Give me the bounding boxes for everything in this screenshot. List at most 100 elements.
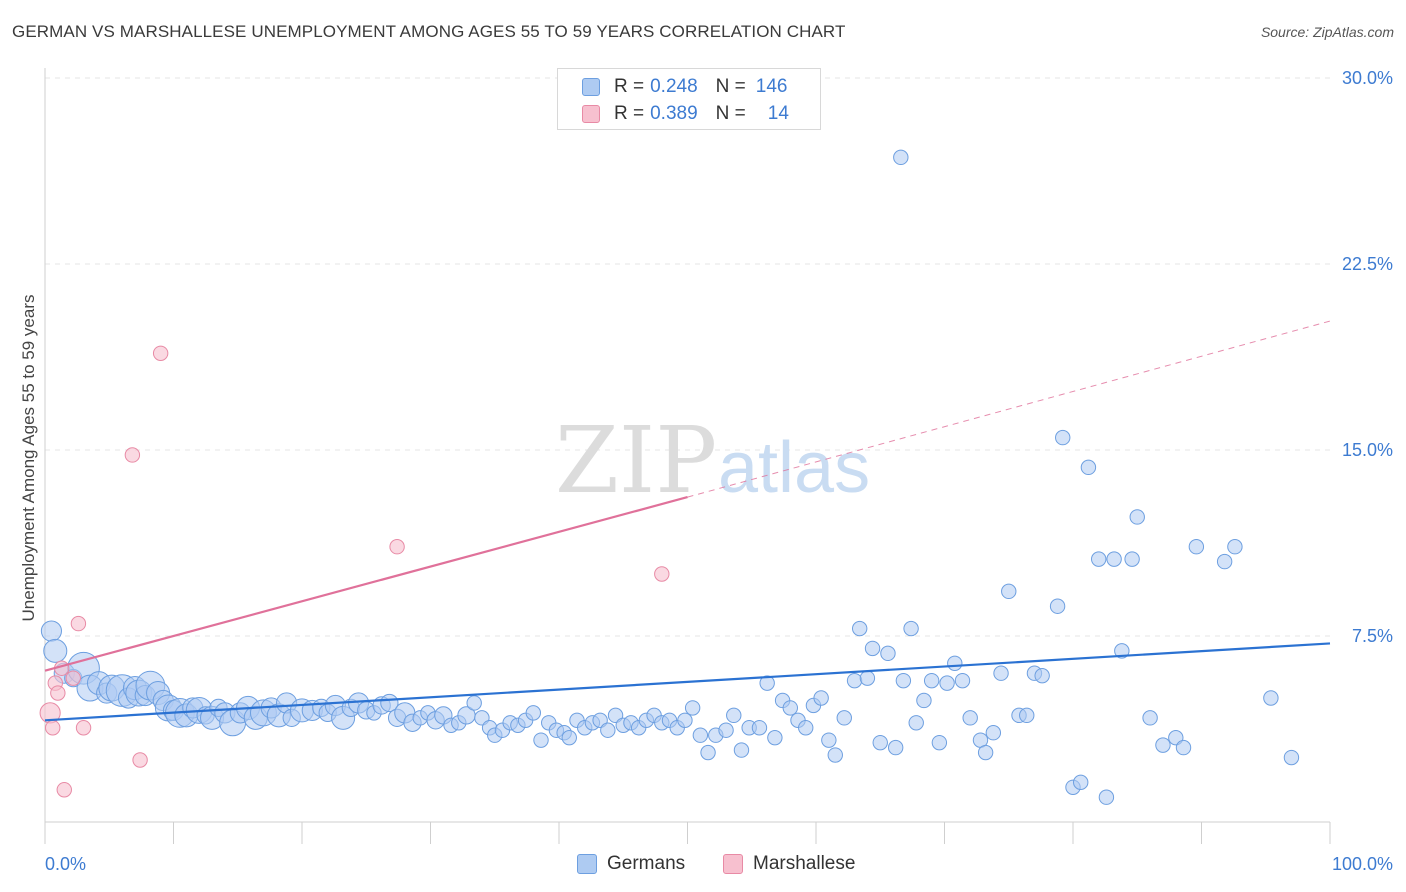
point-germans (718, 722, 734, 738)
grid-lines (45, 77, 1330, 637)
point-germans (1283, 749, 1300, 766)
point-germans (846, 672, 863, 689)
point-germans (692, 727, 709, 743)
x-tick-label: 100.0% (1332, 854, 1393, 874)
point-germans (1175, 739, 1192, 756)
point-germans (1049, 598, 1066, 614)
marshallese-swatch (723, 854, 743, 874)
point-germans (1080, 459, 1097, 476)
legend-r-value: 0.389 (650, 103, 698, 124)
y-tick-label: 15.0% (1342, 440, 1393, 460)
point-germans (908, 715, 924, 731)
point-germans (1106, 551, 1122, 567)
point-germans (40, 620, 63, 642)
legend-n-label: N = (715, 103, 746, 124)
point-germans (887, 739, 904, 756)
point-marshallese (75, 720, 92, 736)
point-germans (1098, 789, 1115, 805)
point-marshallese (45, 720, 61, 736)
watermark-zip: ZIP (555, 407, 717, 514)
watermark: ZIP atlas (555, 407, 870, 514)
point-germans (821, 732, 837, 748)
legend-r-value: 0.248 (650, 76, 698, 97)
chart-title: GERMAN VS MARSHALLESE UNEMPLOYMENT AMONG… (12, 22, 846, 41)
point-germans (684, 700, 701, 716)
point-germans (466, 695, 482, 711)
legend-r-label: R = (614, 76, 645, 97)
trend-extension-marshallese (687, 320, 1331, 498)
marshallese-label: Marshallese (753, 853, 856, 874)
x-tick-label: 0.0% (45, 854, 86, 874)
point-germans (782, 700, 798, 716)
point-marshallese (50, 685, 66, 701)
point-germans (1124, 551, 1140, 567)
marshallese-swatch (582, 105, 600, 123)
axes (44, 68, 1331, 844)
germans-swatch (582, 78, 600, 96)
point-marshallese (65, 670, 81, 686)
bottom-legend-marshallese: Marshallese (723, 852, 855, 876)
point-germans (1114, 643, 1130, 659)
legend-row-germans: R = 0.248 N = 146 (582, 76, 787, 98)
germans-label: Germans (607, 853, 686, 874)
point-germans (962, 710, 978, 726)
point-germans (767, 729, 783, 746)
point-germans (916, 692, 932, 709)
y-axis-label: Unemployment Among Ages 55 to 59 years (19, 295, 38, 622)
legend-n-value: 146 (755, 76, 788, 97)
point-germans (677, 712, 693, 729)
point-germans (1188, 539, 1205, 555)
point-germans (733, 742, 750, 758)
point-germans (561, 729, 577, 746)
bottom-legend-germans: Germans (577, 852, 685, 876)
point-germans (43, 638, 68, 663)
point-germans (931, 734, 948, 751)
source-label: Source: ZipAtlas.com (1260, 24, 1394, 40)
point-germans (1091, 551, 1107, 567)
point-germans (1263, 690, 1279, 706)
point-germans (893, 149, 909, 166)
point-marshallese (56, 782, 72, 798)
point-germans (525, 705, 541, 721)
point-marshallese (132, 752, 148, 768)
point-germans (1055, 429, 1071, 446)
point-germans (1155, 737, 1171, 753)
point-germans (751, 720, 768, 736)
point-germans (1216, 553, 1233, 570)
point-germans (939, 675, 955, 691)
point-germans (993, 665, 1009, 681)
point-germans (700, 744, 716, 761)
point-germans (1129, 509, 1145, 525)
point-germans (1142, 710, 1158, 726)
point-germans (923, 672, 940, 689)
legend-n-label: N = (715, 76, 746, 97)
point-germans (813, 690, 829, 706)
point-marshallese (389, 539, 405, 555)
point-marshallese (152, 345, 169, 361)
point-germans (851, 620, 868, 637)
tick-labels: 7.5% 15.0% 22.5% 30.0% 0.0% 100.0% (45, 68, 1393, 874)
point-germans (872, 734, 888, 751)
point-germans (985, 725, 1002, 741)
point-germans (864, 640, 881, 657)
legend-row-marshallese: R = 0.389 N = 14 (582, 103, 789, 125)
point-germans (903, 620, 919, 637)
point-marshallese (70, 615, 87, 632)
point-germans (827, 747, 843, 763)
point-germans (1019, 707, 1035, 724)
point-germans (1034, 667, 1050, 684)
point-germans (1227, 539, 1243, 555)
y-tick-label: 22.5% (1342, 254, 1393, 274)
point-germans (977, 744, 994, 761)
trend-lines (44, 320, 1331, 722)
y-tick-label: 30.0% (1342, 68, 1393, 88)
point-germans (859, 670, 876, 686)
legend-r-label: R = (614, 103, 645, 124)
point-germans (600, 722, 616, 738)
point-germans (1073, 774, 1089, 791)
point-germans (1001, 583, 1017, 600)
trend-line-marshallese (44, 496, 688, 672)
point-germans (798, 720, 814, 736)
point-germans (533, 732, 549, 748)
